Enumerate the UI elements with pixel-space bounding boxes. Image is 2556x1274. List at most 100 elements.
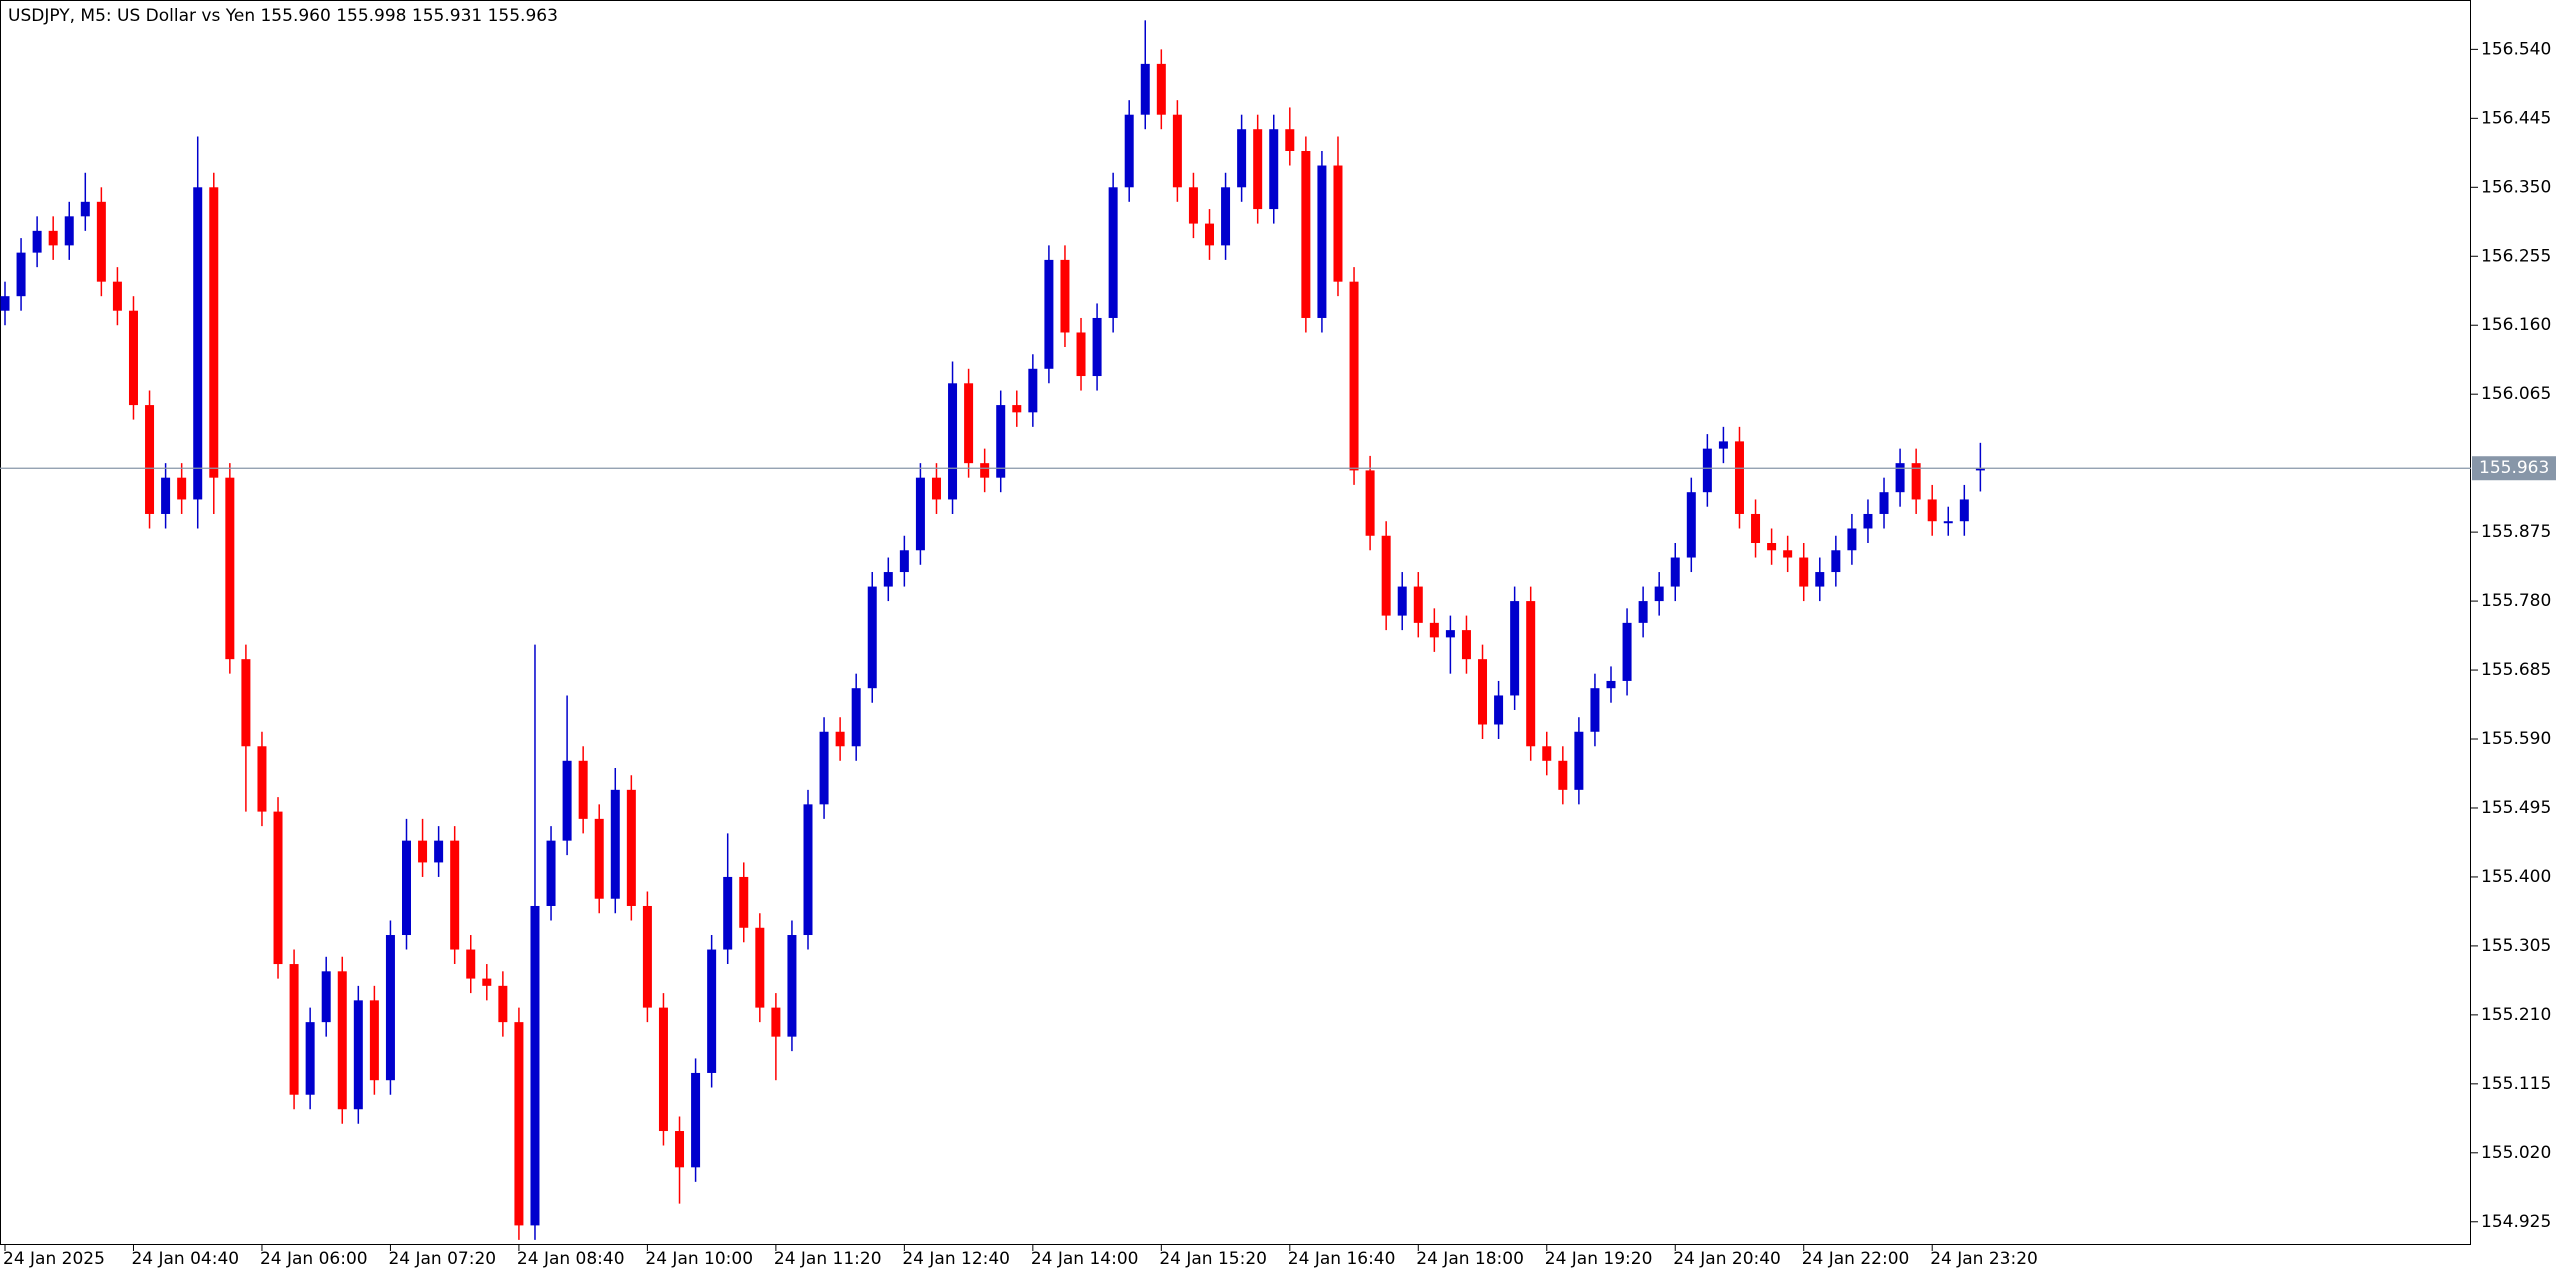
candle-body xyxy=(1670,557,1680,587)
candle-body xyxy=(32,230,42,253)
candle-body xyxy=(1012,405,1022,413)
candle-body xyxy=(1911,463,1921,500)
candle-body xyxy=(1205,223,1214,246)
candle-body xyxy=(305,1022,315,1095)
candle-body xyxy=(1783,550,1793,558)
candle-body xyxy=(1622,622,1632,681)
candle-body xyxy=(1413,586,1423,623)
candle-body xyxy=(1574,731,1584,790)
candle-body xyxy=(1879,492,1889,514)
chart-title: USDJPY, M5: US Dollar vs Yen 155.960 155… xyxy=(8,6,558,26)
candle-body xyxy=(418,840,428,863)
candle-body xyxy=(562,760,572,841)
x-tick-label: 24 Jan 11:20 xyxy=(774,1249,882,1269)
y-tick-label: 155.685 xyxy=(2481,660,2551,680)
candle-body xyxy=(1060,259,1070,333)
candle-body xyxy=(1397,586,1407,616)
candle-body xyxy=(1831,550,1841,573)
candle-body xyxy=(707,949,717,1073)
candle-body xyxy=(1237,129,1247,188)
candle-body xyxy=(434,840,444,863)
candle-body xyxy=(1124,114,1134,188)
candle-body xyxy=(835,731,845,747)
candle-body xyxy=(1975,468,1985,471)
candle-body xyxy=(48,230,58,246)
candle-body xyxy=(80,201,90,217)
x-tick-label: 24 Jan 08:40 xyxy=(517,1249,625,1269)
candle-body xyxy=(1558,760,1568,790)
candle-body xyxy=(466,949,476,979)
candle-body xyxy=(1349,281,1359,471)
candle-body xyxy=(931,477,941,500)
candle-body xyxy=(1526,601,1536,747)
candle-body xyxy=(16,252,26,297)
candle-body xyxy=(578,760,588,819)
candle-body xyxy=(1301,150,1311,318)
candle-body xyxy=(1285,129,1295,151)
candle-body xyxy=(498,985,508,1023)
y-tick-label: 155.590 xyxy=(2481,729,2551,749)
candle-body xyxy=(1269,129,1279,210)
x-tick-label: 24 Jan 23:20 xyxy=(1930,1249,2038,1269)
y-tick-label: 156.255 xyxy=(2481,246,2551,266)
candle-body xyxy=(1156,63,1166,115)
candle-body xyxy=(1028,368,1038,413)
candle-body xyxy=(209,187,219,478)
candle-body xyxy=(402,840,411,936)
candle-body xyxy=(867,586,877,689)
candle-body xyxy=(161,477,171,514)
candle-body xyxy=(899,550,909,573)
x-tick-label: 24 Jan 2025 xyxy=(3,1249,105,1269)
candle-body xyxy=(530,905,540,1226)
candle-body xyxy=(1751,513,1761,544)
x-tick-label: 24 Jan 04:40 xyxy=(131,1249,239,1269)
candle-body xyxy=(241,659,251,747)
candle-body xyxy=(353,1000,363,1110)
candle-body xyxy=(1734,441,1744,514)
candle-body xyxy=(771,1007,781,1037)
candle-body xyxy=(851,688,861,747)
y-tick-label: 155.115 xyxy=(2481,1074,2551,1094)
candle-body xyxy=(1510,601,1520,696)
candle-body xyxy=(273,811,283,965)
candle-body xyxy=(626,789,636,906)
candle-body xyxy=(1799,557,1809,587)
candle-body xyxy=(1445,630,1455,638)
candle-body xyxy=(1542,746,1552,761)
x-tick-label: 24 Jan 14:00 xyxy=(1031,1249,1139,1269)
candle-body xyxy=(1333,165,1343,282)
candle-body xyxy=(1221,187,1231,246)
current-price-tag xyxy=(2472,456,2556,481)
candle-body xyxy=(257,746,267,812)
x-tick-label: 24 Jan 20:40 xyxy=(1673,1249,1781,1269)
candle-body xyxy=(1767,543,1777,551)
candle-body xyxy=(225,477,235,660)
candle-body xyxy=(1076,332,1086,377)
candle-body xyxy=(1381,535,1391,616)
candle-body xyxy=(964,383,974,464)
candle-body xyxy=(948,383,958,500)
candle-body xyxy=(1847,528,1857,551)
y-tick-label: 156.540 xyxy=(2481,39,2551,59)
candle-body xyxy=(755,927,765,1008)
y-tick-label: 154.925 xyxy=(2481,1212,2551,1232)
candle-body xyxy=(819,731,829,805)
y-tick-label: 155.400 xyxy=(2481,867,2551,887)
candle-body xyxy=(1108,187,1118,318)
candle-body xyxy=(594,818,604,899)
candle-body xyxy=(1044,259,1054,369)
y-tick-label: 156.350 xyxy=(2481,177,2551,197)
candle-body xyxy=(177,477,187,500)
candle-body xyxy=(96,201,106,282)
candle-body xyxy=(691,1072,701,1168)
x-tick-label: 24 Jan 15:20 xyxy=(1159,1249,1267,1269)
candle-body xyxy=(128,310,138,406)
candle-body xyxy=(1702,448,1712,493)
candle-body xyxy=(0,296,10,311)
candle-body xyxy=(642,905,652,1008)
y-tick-label: 155.305 xyxy=(2481,936,2551,956)
candle-body xyxy=(915,477,925,551)
candle-body xyxy=(193,187,203,500)
candle-body xyxy=(1943,521,1953,524)
